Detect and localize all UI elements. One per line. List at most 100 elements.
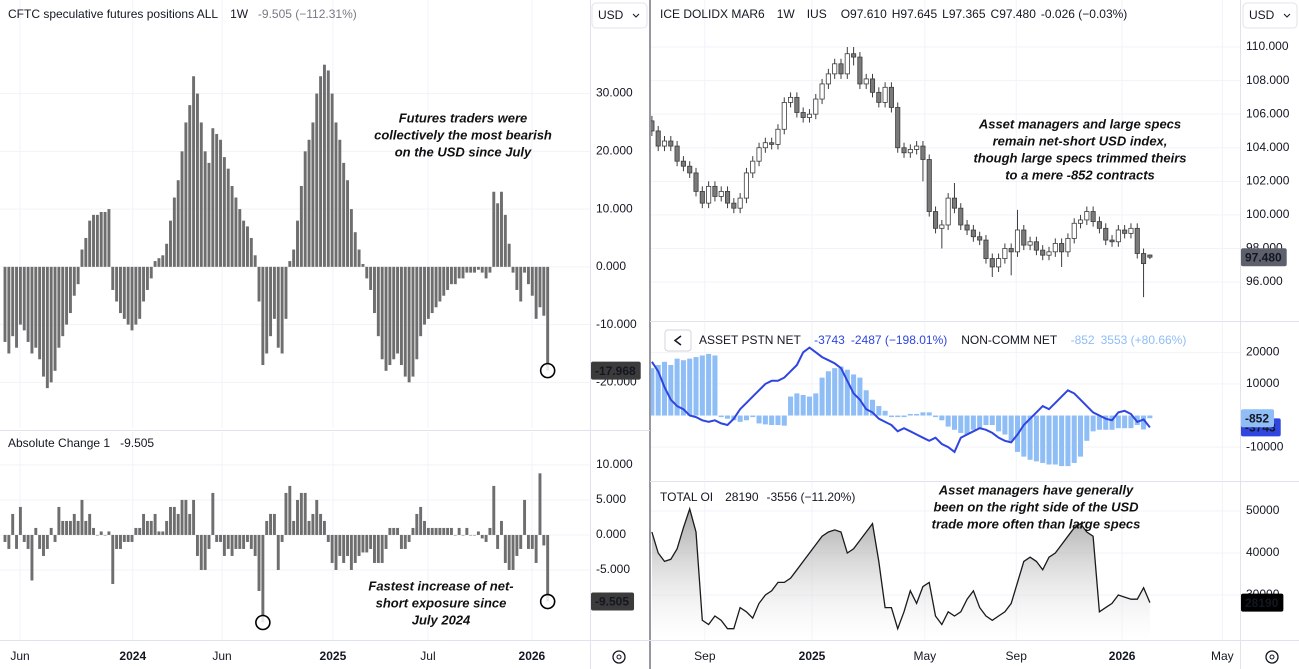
legend-ohlc: H97.645: [892, 7, 938, 21]
bar: [1103, 415, 1109, 430]
bar: [176, 513, 180, 535]
candle-body: [914, 145, 920, 150]
bar: [399, 266, 403, 366]
bar: [888, 415, 894, 418]
bar: [384, 534, 388, 549]
bar: [53, 534, 57, 542]
bar: [530, 534, 534, 549]
bar: [1033, 415, 1039, 462]
bar: [242, 534, 246, 549]
bar: [1046, 415, 1052, 465]
bar: [72, 513, 76, 535]
bar: [130, 534, 134, 542]
candle-body: [989, 258, 995, 268]
bar: [473, 534, 477, 536]
candle-body: [1090, 211, 1096, 223]
y-tick-label: 0.000: [596, 259, 626, 273]
bar: [423, 266, 426, 325]
bar: [813, 393, 819, 416]
legend-change: 3553 (+80.66%): [1101, 333, 1187, 347]
bar: [756, 415, 762, 424]
bar: [1071, 415, 1077, 463]
x-tick-label: Sep: [1006, 649, 1028, 663]
bar: [80, 499, 84, 535]
bar: [346, 180, 349, 267]
bar: [107, 209, 111, 267]
bar: [519, 266, 523, 302]
currency-button[interactable]: [1242, 2, 1298, 29]
bar: [184, 122, 188, 267]
bar: [996, 415, 1002, 432]
candle-body: [699, 190, 705, 204]
bar: [161, 255, 165, 267]
bar: [215, 534, 219, 542]
settings-icon[interactable]: [612, 650, 626, 664]
y-tick-label: -10000: [1246, 439, 1284, 453]
legend-header: ASSET PSTN NET -3743 -2487 (−198.01%) NON-C…: [699, 333, 1186, 347]
bar: [26, 266, 30, 342]
bar: [238, 209, 242, 267]
highlight-circle: [539, 362, 556, 379]
legend-ohlc: L97.365: [942, 7, 986, 21]
candle-body: [668, 140, 674, 147]
series-line: [651, 346, 1151, 454]
y-tick-label: 104.000: [1246, 140, 1290, 154]
bar: [534, 534, 538, 563]
bar: [869, 399, 876, 416]
annotation: been on the right side of the USD: [933, 499, 1139, 514]
settings-icon[interactable]: [1265, 650, 1279, 664]
bar: [737, 415, 743, 422]
bar: [434, 527, 438, 535]
candle-body: [718, 190, 724, 197]
bar: [249, 237, 253, 267]
bar: [288, 485, 292, 535]
bar: [920, 412, 926, 416]
legend-title: CFTC speculative futures positions ALL: [8, 7, 218, 21]
bar: [115, 534, 119, 549]
bar: [322, 520, 326, 535]
bar: [195, 534, 199, 556]
bar: [261, 266, 265, 366]
bar: [426, 527, 430, 535]
bar: [542, 534, 546, 546]
bar: [449, 266, 453, 285]
bar: [165, 520, 169, 535]
bar: [423, 520, 426, 535]
collapse-button[interactable]: [664, 329, 692, 352]
x-tick-label: May: [913, 649, 936, 663]
highlight-circle: [539, 593, 556, 610]
bar: [1008, 415, 1014, 441]
bar: [361, 263, 365, 267]
legend-value: 28190: [725, 490, 759, 504]
bar: [832, 368, 838, 416]
bar: [257, 534, 261, 591]
annotation: short exposure since: [376, 595, 507, 610]
candle-body: [1002, 248, 1008, 259]
bar: [276, 266, 280, 348]
bar: [76, 520, 80, 535]
candle-body: [933, 211, 939, 229]
bar: [476, 266, 480, 270]
bar: [211, 128, 215, 267]
bar: [365, 534, 369, 553]
bar: [92, 214, 95, 267]
x-tick-label: May: [1211, 649, 1234, 663]
bar: [199, 122, 203, 267]
bar: [901, 415, 907, 418]
bar: [61, 520, 65, 535]
currency-button[interactable]: [591, 2, 648, 29]
bar: [211, 492, 215, 535]
bar: [207, 162, 211, 267]
bar: [349, 534, 353, 570]
bar: [480, 266, 484, 273]
y-tick-label: 10.000: [596, 457, 633, 471]
bar: [882, 410, 888, 416]
candle-body: [737, 197, 743, 209]
bar: [1052, 415, 1058, 465]
x-tick-label: Sep: [694, 649, 716, 663]
bar: [526, 534, 530, 549]
bar: [473, 266, 477, 273]
bar: [338, 139, 342, 267]
annotation: though large specs trimmed theirs: [973, 150, 1186, 165]
candle-body: [983, 239, 989, 259]
